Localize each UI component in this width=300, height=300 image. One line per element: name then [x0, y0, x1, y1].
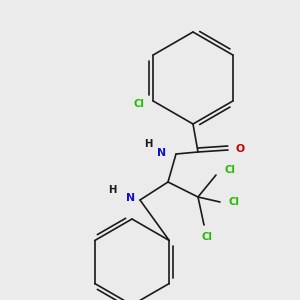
Text: Cl: Cl — [134, 99, 145, 109]
Text: N: N — [126, 193, 136, 203]
Text: N: N — [158, 148, 166, 158]
Text: O: O — [236, 144, 244, 154]
Text: H: H — [108, 185, 116, 195]
Text: Cl: Cl — [202, 232, 212, 242]
Text: Cl: Cl — [229, 197, 239, 207]
Text: Cl: Cl — [224, 165, 236, 175]
Text: H: H — [144, 139, 152, 149]
